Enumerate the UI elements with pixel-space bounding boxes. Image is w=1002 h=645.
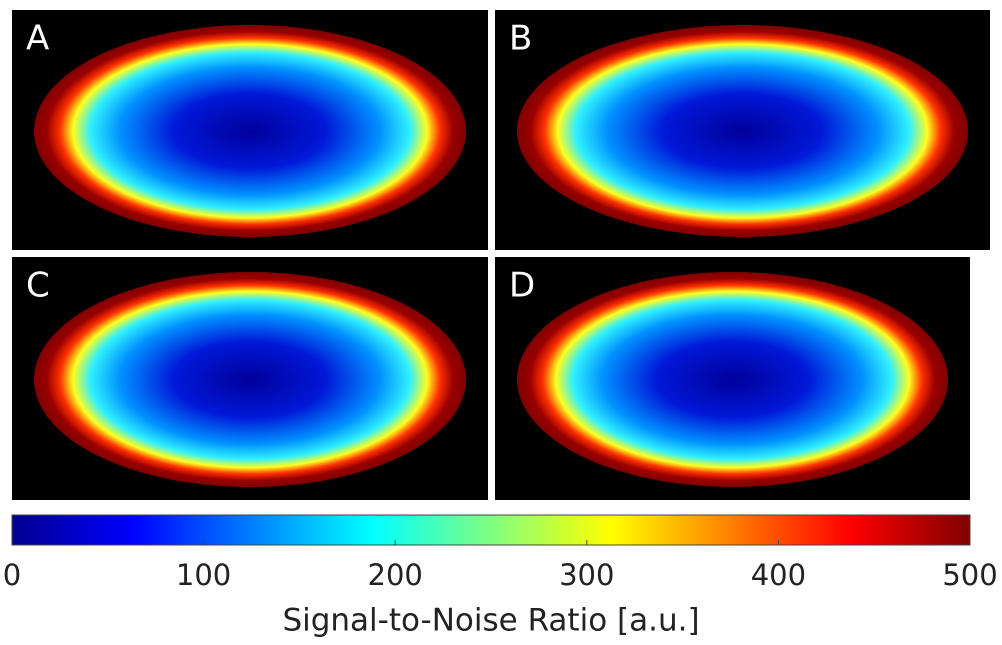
tick-label: 200: [368, 558, 423, 592]
tick-label: 0: [3, 558, 21, 592]
map-image: [34, 25, 466, 237]
panel-label: C: [26, 266, 50, 306]
colorbar-label: Signal-to-Noise Ratio [a.u.]: [282, 603, 699, 639]
colorbar: 0 100 200 300 400 500: [3, 514, 998, 592]
map-image: [517, 25, 968, 237]
snr-map: A: [12, 10, 488, 250]
snr-map: D: [495, 257, 970, 500]
tick-label: 500: [942, 558, 997, 592]
map-image: [34, 272, 466, 487]
panels: A B C D: [12, 10, 990, 500]
snr-map: C: [12, 257, 488, 500]
panel-label: B: [509, 19, 532, 59]
tick-label: 100: [176, 558, 231, 592]
panel-label: D: [509, 266, 535, 306]
snr-map: B: [495, 10, 990, 250]
tick-label: 400: [751, 558, 806, 592]
panel-label: A: [26, 19, 49, 59]
map-image: [517, 272, 948, 487]
colorbar-fill: [11, 514, 971, 546]
tick-label: 300: [559, 558, 614, 592]
